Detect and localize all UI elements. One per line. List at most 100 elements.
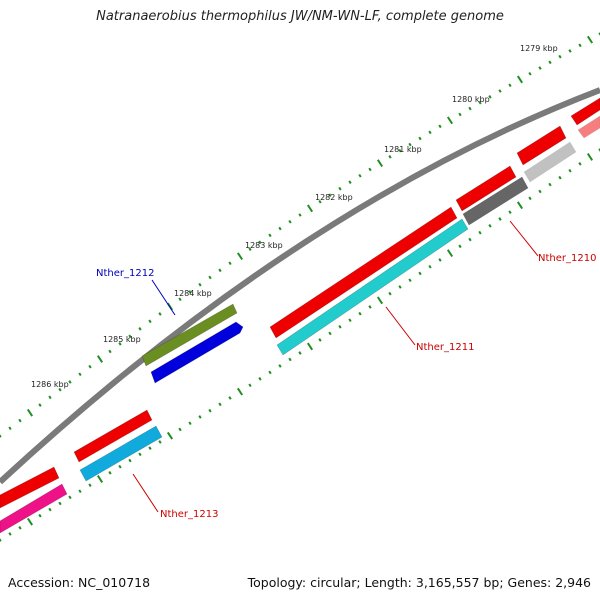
minor-tick xyxy=(48,507,52,512)
feature-grey-1210[interactable] xyxy=(462,176,529,226)
minor-tick xyxy=(128,334,132,339)
minor-tick xyxy=(78,489,82,494)
minor-tick xyxy=(488,224,492,228)
major-tick xyxy=(26,517,34,526)
feature-red-1208[interactable] xyxy=(570,97,600,126)
minor-tick xyxy=(318,338,322,342)
minor-tick xyxy=(148,446,152,450)
minor-tick xyxy=(88,364,92,369)
minor-tick xyxy=(218,268,222,273)
accession-text: Accession: NC_010718 xyxy=(8,575,151,590)
minor-tick xyxy=(358,173,362,178)
major-tick xyxy=(236,387,244,396)
minor-tick xyxy=(468,106,472,111)
minor-tick xyxy=(8,426,12,431)
label-nther-1212: Nther_1212 xyxy=(96,268,154,279)
minor-tick xyxy=(528,196,532,201)
tick-label-1279: 1279 kbp xyxy=(520,44,558,53)
minor-tick xyxy=(198,282,202,287)
minor-tick xyxy=(598,148,600,152)
minor-tick xyxy=(208,408,212,413)
minor-tick xyxy=(288,219,292,224)
minor-tick xyxy=(428,130,432,135)
minor-tick xyxy=(118,464,122,469)
minor-tick xyxy=(228,396,232,400)
feature-pink-1208[interactable] xyxy=(577,115,600,139)
leader-1212 xyxy=(151,279,176,316)
minor-tick xyxy=(298,213,302,217)
major-tick xyxy=(446,116,454,125)
minor-tick xyxy=(288,357,292,362)
feature-skyblue-1213[interactable] xyxy=(79,425,163,482)
minor-tick xyxy=(248,247,252,251)
minor-tick xyxy=(268,233,272,238)
genome-backbone xyxy=(0,87,600,485)
minor-tick xyxy=(258,377,262,381)
major-tick xyxy=(516,201,524,210)
feature-pink-1214[interactable] xyxy=(0,483,68,534)
minor-tick xyxy=(278,364,282,368)
minor-tick xyxy=(418,271,422,276)
minor-tick xyxy=(328,331,332,336)
tick-label-1285: 1285 kbp xyxy=(103,335,141,344)
minor-tick xyxy=(128,458,132,463)
minor-tick xyxy=(438,124,442,129)
tick-label-1280: 1280 kbp xyxy=(452,95,490,104)
tick-label-1283: 1283 kbp xyxy=(245,241,283,250)
feature-olive[interactable] xyxy=(141,303,238,367)
major-tick xyxy=(516,75,524,84)
minor-tick xyxy=(468,237,472,242)
feature-lightgrey[interactable] xyxy=(523,141,577,183)
tick-label-1282: 1282 kbp xyxy=(315,193,353,202)
minor-tick xyxy=(278,226,282,231)
minor-tick xyxy=(478,230,482,235)
major-tick xyxy=(376,159,384,168)
tick-label-1284: 1284 kbp xyxy=(174,289,212,298)
minor-tick xyxy=(388,155,392,159)
leader-1210 xyxy=(509,220,539,257)
minor-tick xyxy=(478,100,482,105)
feature-red-1214[interactable] xyxy=(0,466,60,509)
minor-tick xyxy=(368,305,372,309)
minor-tick xyxy=(158,440,162,444)
minor-tick xyxy=(48,395,52,400)
minor-tick xyxy=(18,526,22,530)
minor-tick xyxy=(458,112,462,117)
minor-tick xyxy=(558,175,562,180)
minor-tick xyxy=(328,193,332,197)
leader-1213 xyxy=(132,473,159,513)
tick-label-1286: 1286 kbp xyxy=(31,380,69,389)
minor-tick xyxy=(398,285,402,289)
minor-tick xyxy=(58,501,62,506)
feature-red-1210[interactable] xyxy=(455,165,517,212)
minor-tick xyxy=(338,186,342,191)
feature-red-1209[interactable] xyxy=(516,125,567,166)
minor-tick xyxy=(568,49,572,53)
minor-tick xyxy=(548,182,552,187)
minor-tick xyxy=(68,495,72,500)
minor-tick xyxy=(488,95,492,99)
minor-tick xyxy=(218,402,222,407)
minor-tick xyxy=(258,240,262,245)
minor-tick xyxy=(318,199,322,204)
minor-tick xyxy=(368,167,372,172)
minor-tick xyxy=(58,387,62,392)
feature-cyan-1211[interactable] xyxy=(276,218,469,356)
major-tick xyxy=(586,35,594,44)
minor-tick xyxy=(428,264,432,269)
feature-red-1211[interactable] xyxy=(269,206,458,339)
feature-blue[interactable] xyxy=(150,321,244,384)
major-tick xyxy=(376,296,384,305)
label-nther-1213: Nther_1213 xyxy=(160,509,218,520)
minor-tick xyxy=(338,325,342,329)
tick-layer xyxy=(0,32,600,542)
minor-tick xyxy=(88,483,92,487)
feature-red-1213[interactable] xyxy=(73,409,153,463)
leader-1211 xyxy=(385,306,416,346)
major-tick xyxy=(166,431,174,440)
minor-tick xyxy=(8,532,12,536)
minor-tick xyxy=(178,297,182,302)
minor-tick xyxy=(498,89,502,93)
minor-tick xyxy=(0,538,2,542)
minor-tick xyxy=(268,370,272,375)
